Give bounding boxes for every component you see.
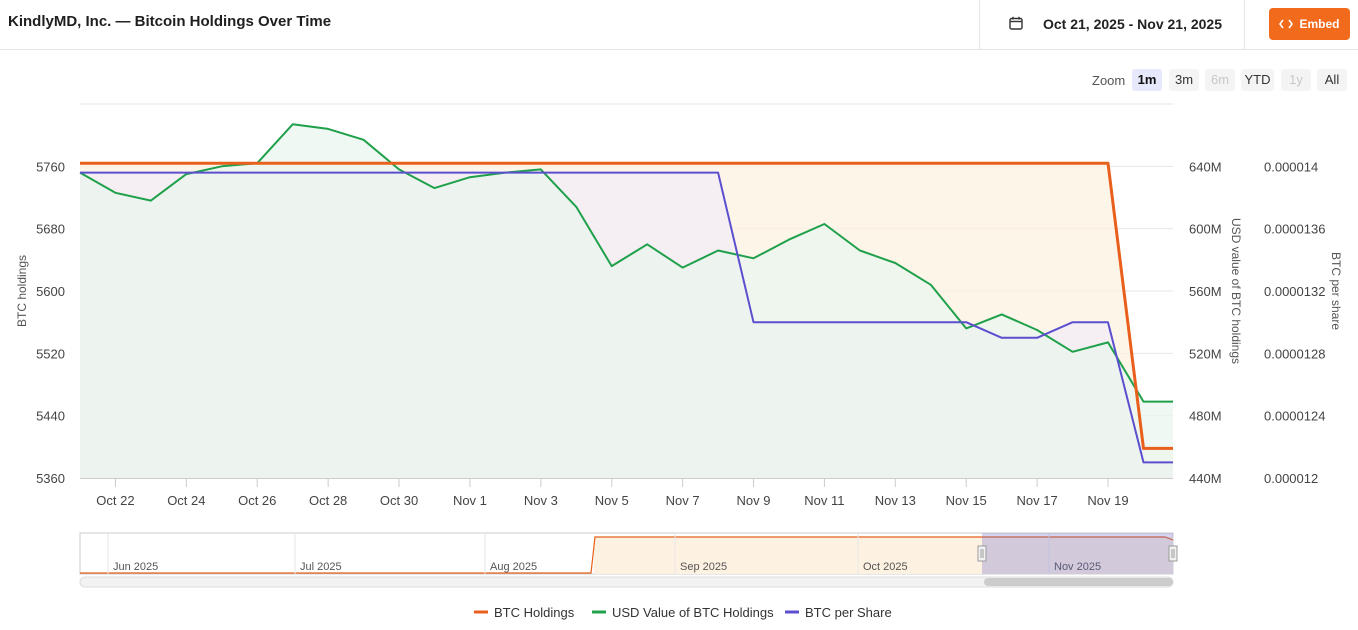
legend-item-1[interactable]: USD Value of BTC Holdings	[592, 605, 774, 620]
y-right2-tick-label: 0.000012	[1264, 471, 1318, 486]
series-lines	[79, 123, 1173, 464]
navigator-label: Jul 2025	[300, 561, 342, 573]
date-range-text: Oct 21, 2025 - Nov 21, 2025	[1043, 16, 1222, 32]
y-right2-tick-label: 0.0000136	[1264, 222, 1325, 237]
x-tick-label: Oct 28	[309, 493, 347, 508]
legend: BTC Holdings USD Value of BTC Holdings BTC…	[474, 605, 892, 620]
zoom-1y-button[interactable]: 1y	[1281, 69, 1311, 91]
navigator-handle-body	[1168, 545, 1178, 562]
zoom-ytd-button[interactable]: YTD	[1241, 69, 1274, 91]
legend-item-0[interactable]: BTC Holdings	[474, 605, 575, 620]
grid-lines	[80, 103, 1173, 417]
x-tick-label: Nov 19	[1087, 493, 1128, 508]
x-tick-label: Nov 7	[666, 493, 700, 508]
x-tick-label: Nov 15	[946, 493, 987, 508]
y-left-tick-label: 5600	[36, 284, 65, 299]
calendar-icon	[1009, 16, 1023, 30]
navigator-handle[interactable]	[1168, 545, 1178, 562]
y-right2-tick-label: 0.0000132	[1264, 284, 1325, 299]
x-tick-label: Nov 11	[804, 493, 844, 508]
y-right1-tick-label: 440M	[1189, 471, 1222, 486]
series-line-2	[80, 171, 1173, 464]
navigator-series-line	[80, 536, 1174, 574]
navigator-label: Nov 2025	[1054, 561, 1101, 573]
navigator-selection-mask	[982, 533, 1173, 574]
legend-item-2[interactable]: BTC per Share	[785, 605, 892, 620]
y-right1-tick-label: 640M	[1189, 159, 1222, 174]
x-tick-label: Nov 9	[737, 493, 771, 508]
y-right1-tick-label: 480M	[1189, 409, 1222, 424]
navigator-label: Oct 2025	[863, 561, 908, 573]
y-left-tick-label: 5360	[36, 471, 65, 486]
x-tick-label: Oct 26	[238, 493, 276, 508]
y-left-tick-label: 5440	[36, 409, 65, 424]
y-right2-axis-title: BTC per share	[1329, 252, 1343, 330]
zoom-3m-button[interactable]: 3m	[1169, 69, 1199, 91]
y-right1-tick-label: 600M	[1189, 222, 1222, 237]
y-left-axis-title: BTC holdings	[15, 255, 29, 327]
y-right2-tick-label: 0.0000124	[1264, 409, 1325, 424]
x-tick-label: Nov 5	[595, 493, 629, 508]
navigator-label: Sep 2025	[680, 561, 727, 573]
y-right1-tick-label: 560M	[1189, 284, 1222, 299]
embed-label: Embed	[1299, 17, 1340, 31]
navigator-label: Jun 2025	[113, 561, 158, 573]
navigator-scrollbar-track	[79, 576, 1174, 588]
navigator-area-fill	[594, 537, 1173, 574]
navigator-handle-body	[977, 545, 987, 562]
navigator-frame	[79, 532, 1174, 575]
y-left-tick-label: 5680	[36, 222, 65, 237]
zoom-all-button[interactable]: All	[1317, 69, 1347, 91]
x-tick-label: Oct 24	[167, 493, 205, 508]
y-right1-axis-title: USD value of BTC holdings	[1229, 218, 1243, 364]
zoom-1m-button[interactable]: 1m	[1132, 69, 1162, 91]
series-area-2	[80, 172, 1173, 478]
x-tick-label: Oct 22	[96, 493, 134, 508]
axes: 5360 5440 5520 5600 5680 5760 440M 480M 520M 560M…	[15, 159, 1343, 508]
y-right2-tick-label: 0.000014	[1264, 159, 1318, 174]
series-area-0	[80, 163, 1173, 478]
embed-button[interactable]: Embed	[1269, 8, 1350, 40]
page-title: KindlyMD, Inc. — Bitcoin Holdings Over T…	[8, 13, 332, 30]
series-line-0	[80, 161, 1173, 450]
legend-label: USD Value of BTC Holdings	[612, 605, 774, 620]
navigator: Jun 2025 Jul 2025 Aug 2025 Sep 2025 Oct 2025…	[79, 532, 1178, 588]
zoom-6m-button[interactable]: 6m	[1205, 69, 1235, 91]
code-icon	[1279, 19, 1294, 29]
navigator-label: Aug 2025	[490, 561, 537, 573]
legend-label: BTC per Share	[805, 605, 892, 620]
series-fills	[80, 124, 1173, 479]
y-right1-tick-label: 520M	[1189, 346, 1222, 361]
y-right2-tick-label: 0.0000128	[1264, 346, 1325, 361]
legend-label: BTC Holdings	[494, 605, 575, 620]
y-left-tick-label: 5520	[36, 346, 65, 361]
zoom-label: Zoom	[1092, 73, 1126, 88]
navigator-handle[interactable]	[977, 545, 987, 562]
x-tick-label: Nov 17	[1017, 493, 1058, 508]
series-area-1	[80, 124, 1173, 479]
x-tick-label: Nov 3	[524, 493, 558, 508]
y-left-tick-label: 5760	[36, 159, 65, 174]
x-tick-label: Oct 30	[380, 493, 418, 508]
date-range-picker[interactable]: Oct 21, 2025 - Nov 21, 2025	[979, 0, 1245, 50]
chart-header: KindlyMD, Inc. — Bitcoin Holdings Over T…	[0, 0, 1358, 50]
x-tick-label: Nov 1	[453, 493, 487, 508]
series-line-1	[79, 123, 1173, 403]
navigator-scrollbar-thumb[interactable]	[984, 578, 1173, 586]
x-tick-label: Nov 13	[875, 493, 916, 508]
